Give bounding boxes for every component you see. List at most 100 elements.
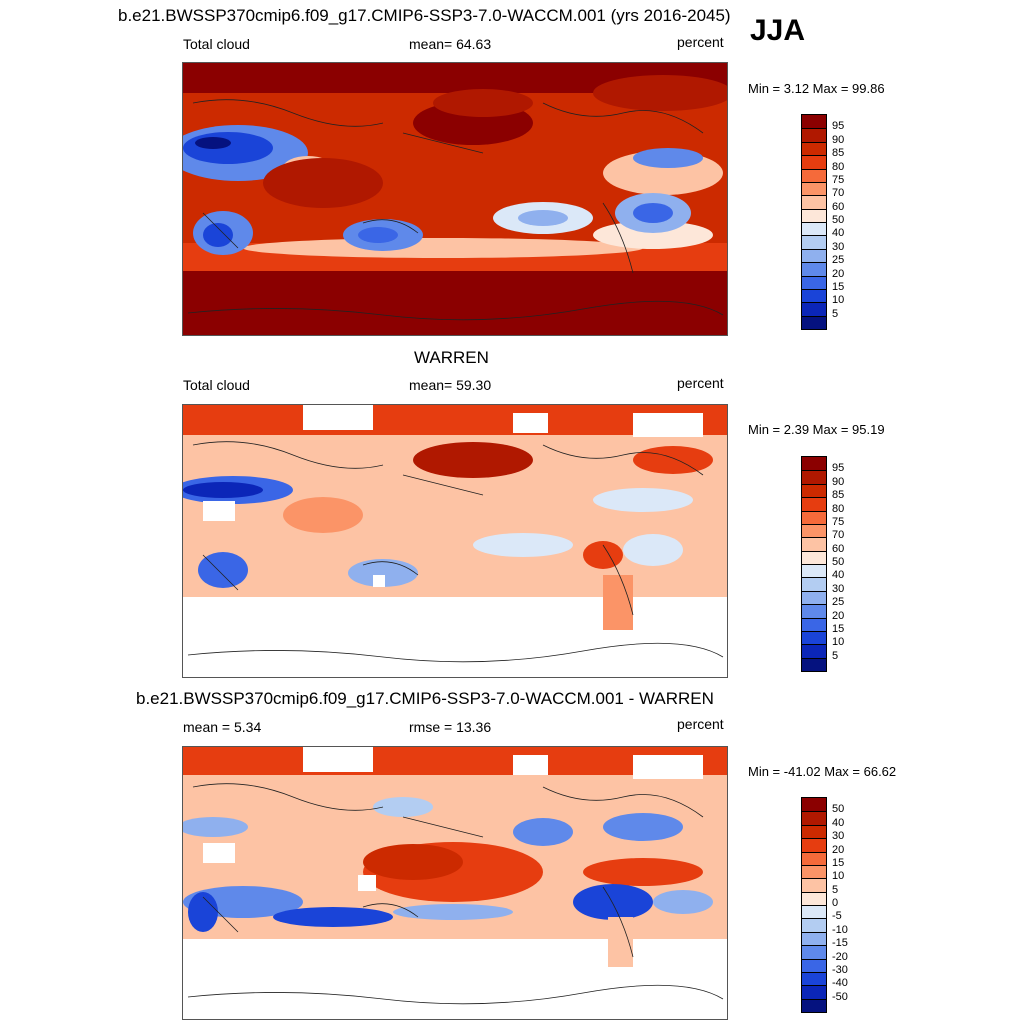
colorbar-box <box>802 998 826 1012</box>
colorbar-box <box>802 811 826 825</box>
colorbar-tick-label: 5 <box>832 649 839 662</box>
colorbar-tick-label: -15 <box>832 937 848 950</box>
colorbar-tick-label: 40 <box>832 227 845 240</box>
colorbar-tick-label: -30 <box>832 963 848 976</box>
colorbar-tick-label: 90 <box>832 133 845 146</box>
colorbar-box <box>802 945 826 959</box>
panel-1-units-label: percent <box>677 34 724 50</box>
colorbar-box <box>802 604 826 618</box>
colorbar-box <box>802 195 826 209</box>
colorbar-box <box>802 155 826 169</box>
colorbar-box <box>802 288 826 303</box>
panel-1-map-field <box>183 63 727 335</box>
colorbar-box <box>802 222 826 236</box>
colorbar-tick-label: -50 <box>832 990 848 1003</box>
panel-3-mean-label: mean = 5.34 <box>183 719 262 735</box>
colorbar-tick-label: 95 <box>832 120 845 133</box>
colorbar-box <box>802 235 826 249</box>
colorbar-box <box>802 644 826 658</box>
colorbar-tick-label: 90 <box>832 475 845 488</box>
colorbar-box <box>802 181 826 196</box>
colorbar-box <box>802 590 826 605</box>
colorbar-box <box>802 905 826 919</box>
colorbar-box <box>802 315 826 329</box>
panel-2-colorbar <box>801 456 827 672</box>
colorbar-box <box>802 168 826 182</box>
colorbar-tick-label: 30 <box>832 830 845 843</box>
colorbar-tick-label: 50 <box>832 214 845 226</box>
panel-3-map <box>182 746 728 1020</box>
colorbar-tick-label: 30 <box>832 240 845 253</box>
colorbar-box <box>802 971 826 986</box>
colorbar-box <box>802 851 826 865</box>
colorbar-box <box>802 617 826 631</box>
colorbar-tick-label: 15 <box>832 280 845 293</box>
panel-1-map <box>182 62 728 336</box>
colorbar-box <box>802 550 826 564</box>
colorbar-box <box>802 262 826 276</box>
colorbar-tick-label: 50 <box>832 556 845 568</box>
colorbar-tick-label: 70 <box>832 187 845 200</box>
panel-2-map-field <box>183 405 727 677</box>
colorbar-box <box>802 878 826 892</box>
colorbar-box <box>802 141 826 156</box>
colorbar-box <box>802 838 826 852</box>
colorbar-tick-label: 85 <box>832 147 845 160</box>
panel-1-title: b.e21.BWSSP370cmip6.f09_g17.CMIP6-SSP3-7… <box>118 6 731 25</box>
colorbar-tick-label: -40 <box>832 977 848 990</box>
colorbar-box <box>802 958 826 972</box>
colorbar-box <box>802 470 826 484</box>
colorbar-tick-label: 25 <box>832 254 845 267</box>
colorbar-tick-label: 75 <box>832 173 845 186</box>
colorbar-tick-label: 10 <box>832 294 845 307</box>
colorbar-box <box>802 864 826 879</box>
colorbar-box <box>802 577 826 591</box>
colorbar-tick-label: 80 <box>832 502 845 515</box>
colorbar-tick-label: 15 <box>832 856 845 869</box>
panel-1-variable-label: Total cloud <box>183 36 250 52</box>
colorbar-box <box>802 302 826 316</box>
season-label: JJA <box>750 14 806 47</box>
colorbar-tick-label: 10 <box>832 636 845 649</box>
colorbar-box <box>802 564 826 578</box>
colorbar-tick-label: 20 <box>832 609 845 622</box>
panel-3-rmse-label: rmse = 13.36 <box>409 719 492 735</box>
colorbar-box <box>802 537 826 551</box>
colorbar-box <box>802 824 826 839</box>
colorbar-tick-label: 40 <box>832 816 845 829</box>
colorbar-box <box>802 510 826 524</box>
panel-3-minmax-label: Min = -41.02 Max = 66.62 <box>748 764 897 779</box>
colorbar-tick-label: -10 <box>832 923 848 936</box>
colorbar-tick-label: 85 <box>832 489 845 502</box>
colorbar-box <box>802 798 826 812</box>
colorbar-box <box>802 248 826 263</box>
panel-1-colorbar <box>801 114 827 330</box>
colorbar-tick-label: 75 <box>832 515 845 528</box>
panel-3-title: b.e21.BWSSP370cmip6.f09_g17.CMIP6-SSP3-7… <box>136 689 714 708</box>
colorbar-tick-label: 0 <box>832 897 839 909</box>
colorbar-tick-label: 60 <box>832 542 845 555</box>
colorbar-tick-label: 10 <box>832 870 845 883</box>
colorbar-box <box>802 918 826 932</box>
colorbar-box <box>802 523 826 538</box>
colorbar-tick-label: 15 <box>832 622 845 635</box>
colorbar-tick-label: -5 <box>832 910 842 923</box>
panel-2-mean-label: mean= 59.30 <box>409 377 492 393</box>
panel-3-units-label: percent <box>677 716 724 732</box>
colorbar-tick-label: 25 <box>832 596 845 609</box>
colorbar-box <box>802 208 826 222</box>
colorbar-box <box>802 275 826 289</box>
colorbar-box <box>802 457 826 471</box>
colorbar-box <box>802 931 826 946</box>
panel-2-units-label: percent <box>677 375 724 391</box>
panel-1-minmax-label: Min = 3.12 Max = 99.86 <box>748 81 885 96</box>
colorbar-box <box>802 483 826 498</box>
colorbar-tick-label: 20 <box>832 267 845 280</box>
colorbar-tick-label: 60 <box>832 200 845 213</box>
panel-2-map <box>182 404 728 678</box>
colorbar-box <box>802 115 826 129</box>
colorbar-tick-label: 20 <box>832 843 845 856</box>
panel-2-variable-label: Total cloud <box>183 377 250 393</box>
panel-1-mean-label: mean= 64.63 <box>409 36 492 52</box>
panel-2-minmax-label: Min = 2.39 Max = 95.19 <box>748 422 885 437</box>
